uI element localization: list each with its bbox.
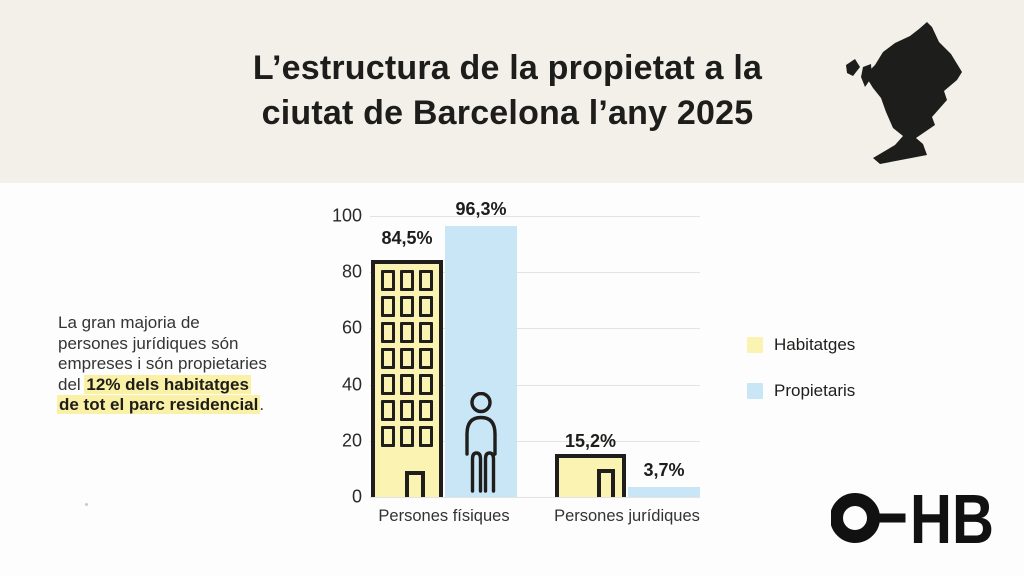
building-window (381, 373, 395, 395)
building-window (381, 347, 395, 369)
bar-value-label: 3,7% (643, 459, 685, 480)
category-label-fisiques: Persones físiques (378, 507, 510, 525)
gridline (370, 384, 700, 386)
y-axis-tick-label: 60 (341, 317, 362, 338)
title-line-2: ciutat de Barcelona l’any 2025 (261, 94, 754, 132)
building-window (400, 425, 414, 447)
gridline (370, 328, 700, 330)
title-line-1: L’estructura de la propietat a la (252, 49, 763, 87)
legend-label: Propietaris (774, 381, 856, 400)
note-highlighted-text: de tot el parc residencial (57, 395, 261, 415)
bar-value-label: 15,2% (564, 431, 617, 452)
building-window (400, 295, 414, 317)
ohb-logo: HB (831, 490, 994, 547)
building-windows (381, 269, 433, 447)
bar-habitatges-fisiques: 84,5% (371, 228, 443, 497)
bar-propietaris-fisiques: 96,3% (445, 199, 517, 497)
building-window (419, 347, 433, 369)
building-window (400, 373, 414, 395)
building-window (400, 399, 414, 421)
propietaris-swatch-icon (747, 383, 763, 399)
note-text-line: del 12% dels habitatges (58, 374, 267, 396)
building-window (419, 399, 433, 421)
y-axis-tick-label: 40 (341, 374, 362, 395)
habitatges-swatch-icon (747, 337, 763, 353)
y-axis-tick-label: 20 (341, 430, 362, 451)
gridline (370, 216, 700, 217)
map-island-shape (861, 64, 872, 87)
y-axis-tick-label: 80 (341, 261, 362, 282)
y-axis-tick-label: 100 (331, 205, 362, 226)
note-text-line: persones jurídiques són (58, 333, 239, 353)
building-window (419, 295, 433, 317)
bar-habitatges-juridiques: 15,2% (555, 431, 626, 497)
bar-propietaris-juridiques: 3,7% (628, 460, 700, 497)
barcelona-map-icon (846, 22, 962, 164)
building-door-icon (405, 471, 425, 497)
plot-area: 0 20 40 60 80 100 84,5% 96,3% 15,2% 3,7% (332, 199, 700, 525)
building-window (400, 321, 414, 343)
building-window (419, 373, 433, 395)
map-island-shape (846, 59, 860, 76)
building-window (400, 347, 414, 369)
note-text-segment: del (58, 374, 86, 394)
note-highlighted-text: 12% dels habitatges (84, 374, 251, 394)
header-band: L’estructura de la propietat a la ciutat… (0, 0, 1024, 183)
logo-o-icon (831, 493, 880, 543)
note-text-line: La gran majoria de (58, 313, 200, 332)
annotation-note: La gran majoria de persones jurídiques s… (57, 313, 267, 416)
chart-legend: Habitatges Propietaris (747, 335, 855, 401)
building-window (381, 425, 395, 447)
bar-value-label: 84,5% (381, 227, 433, 248)
logo-hb-text: HB (910, 490, 994, 547)
building-window (419, 321, 433, 343)
building-window (381, 295, 395, 317)
grid-layer (370, 216, 700, 498)
stray-mark (85, 503, 88, 506)
gridline (370, 440, 700, 442)
note-text-line: empreses i són propietaries (58, 354, 267, 374)
gridline (370, 497, 700, 498)
building-window (419, 425, 433, 447)
building-window (381, 321, 395, 343)
map-main-shape (865, 22, 962, 164)
legend-item-propietaris: Propietaris (747, 381, 855, 401)
gridline (370, 272, 700, 274)
building-window (400, 269, 414, 291)
building-door-icon (597, 469, 615, 497)
logo-dash-icon (877, 513, 906, 523)
note-text-line: de tot el parc residencial. (57, 395, 267, 416)
building-window (381, 269, 395, 291)
building-window (381, 399, 395, 421)
person-icon (465, 392, 497, 493)
page-title: L’estructura de la propietat a la ciutat… (0, 46, 1015, 136)
y-axis-tick-label: 0 (351, 486, 362, 507)
building-window (419, 269, 433, 291)
legend-item-habitatges: Habitatges (747, 335, 855, 355)
category-label-juridiques: Persones jurídiques (554, 507, 700, 525)
legend-label: Habitatges (774, 335, 856, 354)
note-text-segment: . (259, 395, 265, 415)
bar-value-label: 96,3% (455, 199, 507, 220)
